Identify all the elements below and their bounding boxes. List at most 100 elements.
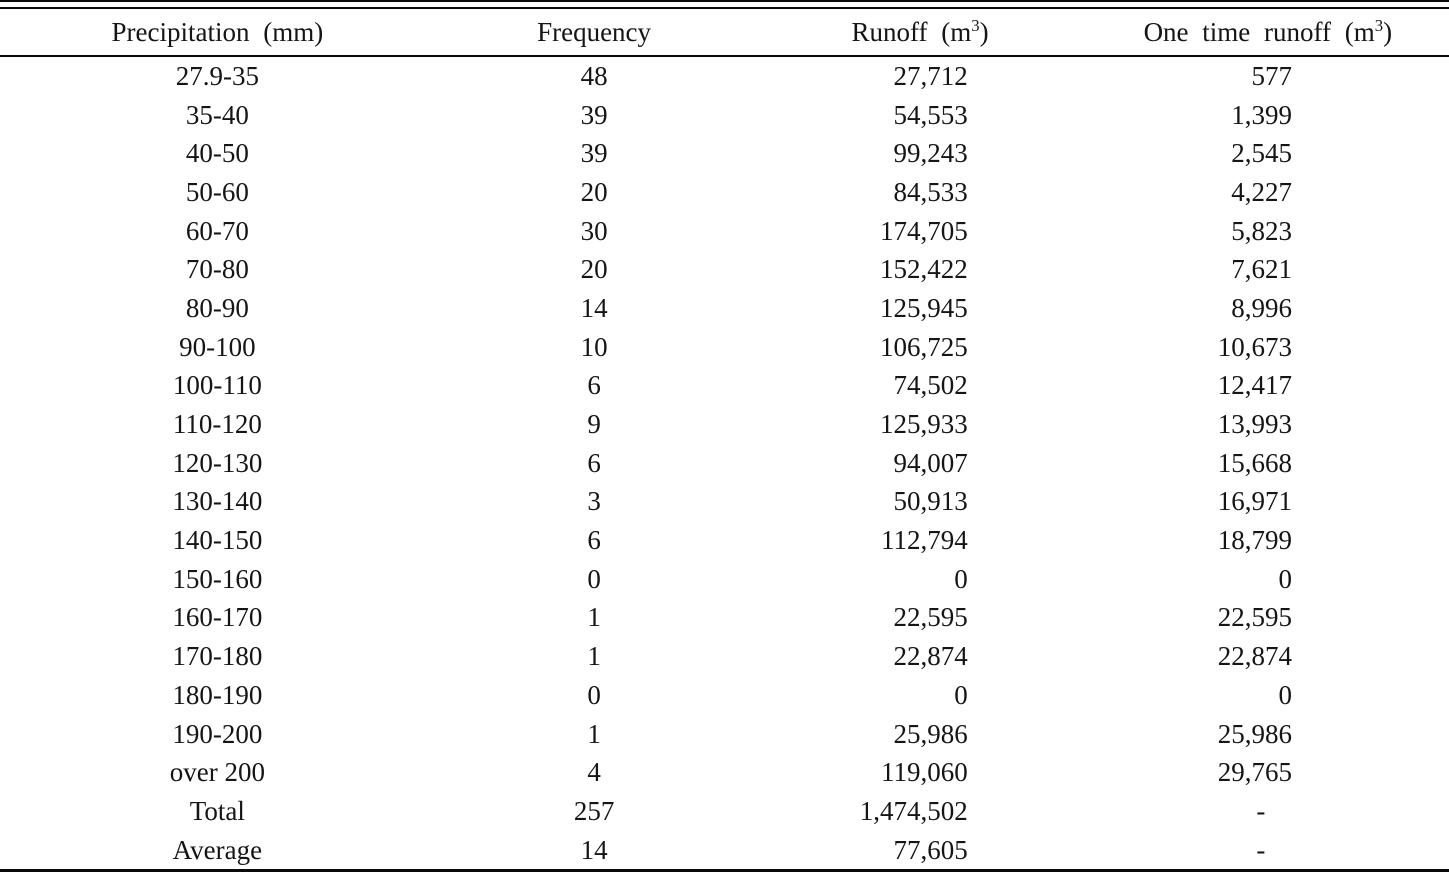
- table-body: 27.9-35 48 27,712 577 35-40 39 54,553 1,399 40-5…: [0, 56, 1449, 871]
- frequency-cell: 0: [587, 563, 601, 594]
- table-row: 90-100 10 106,725 10,673: [0, 328, 1449, 367]
- one-time-runoff-cell: 22,595: [1217, 602, 1292, 633]
- frequency-cell: 10: [580, 331, 608, 362]
- frequency-cell: 9: [587, 409, 601, 440]
- frequency-cell: 39: [580, 138, 608, 169]
- runoff-cell: 112,794: [880, 525, 968, 556]
- one-time-runoff-cell: 12,417: [1217, 370, 1292, 401]
- table-row: 170-180 1 22,874 22,874: [0, 637, 1449, 676]
- table-row: 190-200 1 25,986 25,986: [0, 715, 1449, 754]
- table-row: 130-140 3 50,913 16,971: [0, 483, 1449, 522]
- runoff-cell: 1,474,502: [859, 795, 968, 826]
- table-top-double-rule: [0, 0, 1449, 9]
- col-header-runoff-superscript: 3: [971, 15, 980, 35]
- table-row: 70-80 20 152,422 7,621: [0, 250, 1449, 289]
- runoff-cell: 0: [954, 679, 968, 710]
- precipitation-cell: 40-50: [185, 138, 249, 169]
- col-header-one-time-runoff-superscript: 3: [1374, 15, 1384, 35]
- col-header-frequency-label: Frequency: [537, 16, 652, 47]
- table-row: Total 257 1,474,502 -: [0, 792, 1449, 831]
- col-header-runoff: Runoff (m3): [753, 9, 1086, 56]
- precipitation-cell: 60-70: [185, 215, 249, 246]
- one-time-runoff-cell: 15,668: [1217, 447, 1292, 478]
- one-time-runoff-cell: 13,993: [1217, 409, 1292, 440]
- runoff-cell: 84,533: [893, 176, 968, 207]
- frequency-cell: 30: [580, 215, 608, 246]
- precipitation-cell: 70-80: [185, 254, 249, 285]
- one-time-runoff-cell: 0: [1278, 563, 1293, 594]
- runoff-cell: 99,243: [893, 138, 968, 169]
- one-time-runoff-cell: 10,673: [1217, 331, 1292, 362]
- table-row: 140-150 6 112,794 18,799: [0, 521, 1449, 560]
- precipitation-cell: 90-100: [179, 331, 256, 362]
- runoff-cell: 106,725: [879, 331, 968, 362]
- one-time-runoff-cell: 22,874: [1217, 641, 1292, 672]
- precipitation-cell: 100-110: [172, 370, 262, 401]
- runoff-cell: 50,913: [893, 486, 968, 517]
- frequency-cell: 39: [580, 99, 608, 130]
- table-row: 110-120 9 125,933 13,993: [0, 405, 1449, 444]
- table-row: 80-90 14 125,945 8,996: [0, 289, 1449, 328]
- runoff-cell: 125,945: [879, 292, 968, 323]
- precipitation-cell: 35-40: [185, 99, 249, 130]
- frequency-cell: 1: [587, 641, 601, 672]
- runoff-cell: 74,502: [893, 370, 968, 401]
- runoff-cell: 22,874: [893, 641, 968, 672]
- table-row: 150-160 0 0 0: [0, 560, 1449, 599]
- one-time-runoff-cell: 18,799: [1217, 525, 1292, 556]
- table-row: 120-130 6 94,007 15,668: [0, 444, 1449, 483]
- col-header-precipitation-label: Precipitation (mm): [111, 16, 324, 47]
- precipitation-cell: Total: [189, 795, 245, 826]
- one-time-runoff-cell: 577: [1251, 60, 1293, 91]
- precipitation-cell: over 200: [169, 757, 265, 788]
- col-header-one-time-runoff-label: One time runoff (m: [1143, 16, 1375, 47]
- one-time-runoff-cell: -: [1256, 795, 1266, 826]
- precipitation-cell: Average: [172, 834, 263, 865]
- precipitation-cell: 50-60: [185, 176, 249, 207]
- runoff-cell: 22,595: [893, 602, 968, 633]
- frequency-cell: 48: [580, 60, 608, 91]
- runoff-cell: 54,553: [893, 99, 968, 130]
- one-time-runoff-cell: 25,986: [1217, 718, 1292, 749]
- runoff-cell: 25,986: [893, 718, 968, 749]
- runoff-cell: 27,712: [893, 60, 968, 91]
- one-time-runoff-cell: 16,971: [1217, 486, 1292, 517]
- precipitation-cell: 140-150: [172, 525, 263, 556]
- precipitation-cell: 110-120: [172, 409, 262, 440]
- precipitation-cell: 160-170: [172, 602, 263, 633]
- one-time-runoff-cell: 2,545: [1231, 138, 1292, 169]
- precipitation-cell: 130-140: [172, 486, 263, 517]
- one-time-runoff-cell: 7,621: [1231, 254, 1292, 285]
- table-header: Precipitation (mm) Frequency Runoff (m3)…: [0, 9, 1449, 56]
- col-header-precipitation: Precipitation (mm): [0, 9, 435, 56]
- table-row: 40-50 39 99,243 2,545: [0, 134, 1449, 173]
- one-time-runoff-cell: 0: [1278, 679, 1293, 710]
- frequency-cell: 257: [573, 795, 615, 826]
- one-time-runoff-cell: 5,823: [1231, 215, 1292, 246]
- frequency-cell: 3: [587, 486, 601, 517]
- table-row: 180-190 0 0 0: [0, 676, 1449, 715]
- frequency-cell: 6: [587, 370, 601, 401]
- precipitation-cell: 80-90: [185, 292, 249, 323]
- precipitation-runoff-table: Precipitation (mm) Frequency Runoff (m3)…: [0, 9, 1449, 873]
- table-row: 50-60 20 84,533 4,227: [0, 173, 1449, 212]
- one-time-runoff-cell: 1,399: [1231, 99, 1292, 130]
- header-row: Precipitation (mm) Frequency Runoff (m3)…: [0, 9, 1449, 56]
- frequency-cell: 1: [587, 602, 601, 633]
- table-row: Average 14 77,605 -: [0, 831, 1449, 871]
- runoff-cell: 77,605: [893, 834, 968, 865]
- precipitation-cell: 190-200: [172, 718, 263, 749]
- frequency-cell: 6: [587, 447, 601, 478]
- precipitation-cell: 120-130: [172, 447, 263, 478]
- one-time-runoff-cell: 4,227: [1231, 176, 1292, 207]
- table-row: 60-70 30 174,705 5,823: [0, 212, 1449, 251]
- frequency-cell: 14: [580, 292, 608, 323]
- frequency-cell: 20: [580, 176, 608, 207]
- runoff-cell: 174,705: [879, 215, 968, 246]
- frequency-cell: 14: [580, 834, 608, 865]
- table-row: 27.9-35 48 27,712 577: [0, 56, 1449, 96]
- table-row: 35-40 39 54,553 1,399: [0, 96, 1449, 135]
- table-row: 100-110 6 74,502 12,417: [0, 367, 1449, 406]
- one-time-runoff-cell: 8,996: [1231, 292, 1292, 323]
